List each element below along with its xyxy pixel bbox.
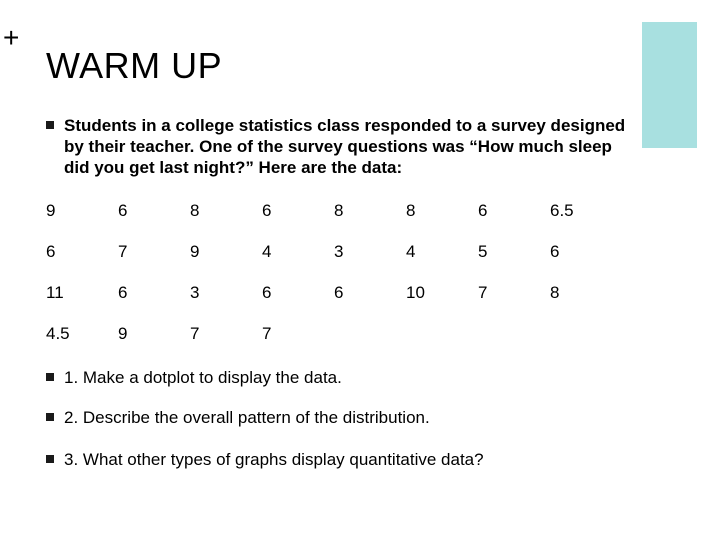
- table-cell: 7: [118, 241, 128, 261]
- table-row: 11 6 3 6 6 10 7 8: [46, 272, 622, 313]
- slide-title: WARM UP: [46, 45, 223, 86]
- question-3: 3. What other types of graphs display qu…: [64, 450, 484, 469]
- table-cell: 10: [406, 282, 425, 302]
- table-row: 4.5 9 7 7: [46, 313, 622, 354]
- question-1: 1. Make a dotplot to display the data.: [64, 368, 342, 387]
- table-cell: 4: [262, 241, 272, 261]
- table-cell: 3: [190, 282, 200, 302]
- table-cell: 6: [118, 200, 128, 220]
- table-cell: 7: [478, 282, 488, 302]
- table-cell: 11: [46, 282, 64, 302]
- question-2: 2. Describe the overall pattern of the d…: [64, 408, 430, 427]
- table-cell: 7: [190, 323, 200, 343]
- table-row: 6 7 9 4 3 4 5 6: [46, 231, 622, 272]
- bullet-square-icon: [46, 373, 54, 381]
- table-cell: [478, 313, 550, 354]
- data-table: 9 6 8 6 8 8 6 6.5 6 7 9 4 3 4 5 6 11: [46, 190, 622, 354]
- accent-block: [642, 22, 697, 148]
- table-cell: 3: [334, 241, 344, 261]
- bullet-square-icon: [46, 413, 54, 421]
- table-cell: 9: [118, 323, 128, 343]
- table-cell: 6: [478, 200, 488, 220]
- table-cell: 4.5: [46, 323, 70, 343]
- table-cell: 6: [46, 241, 56, 261]
- table-row: 9 6 8 6 8 8 6 6.5: [46, 190, 622, 231]
- table-cell: [334, 313, 406, 354]
- table-cell: 7: [262, 323, 272, 343]
- table-cell: 6: [550, 241, 560, 261]
- table-cell: 6: [262, 200, 272, 220]
- table-cell: 8: [550, 282, 560, 302]
- table-cell: 8: [334, 200, 344, 220]
- table-cell: 6: [334, 282, 344, 302]
- table-cell: [406, 313, 478, 354]
- bullet-square-icon: [46, 121, 54, 129]
- table-cell: 5: [478, 241, 488, 261]
- table-cell: 4: [406, 241, 416, 261]
- table-cell: 9: [46, 200, 56, 220]
- table-cell: 6: [118, 282, 128, 302]
- bullet-square-icon: [46, 455, 54, 463]
- table-cell: 8: [406, 200, 416, 220]
- table-cell: 6.5: [550, 200, 574, 220]
- table-cell: 9: [190, 241, 200, 261]
- table-cell: 8: [190, 200, 200, 220]
- table-cell: 6: [262, 282, 272, 302]
- intro-text: Students in a college statistics class r…: [64, 116, 626, 177]
- table-cell: [550, 313, 622, 354]
- plus-icon: +: [3, 22, 20, 53]
